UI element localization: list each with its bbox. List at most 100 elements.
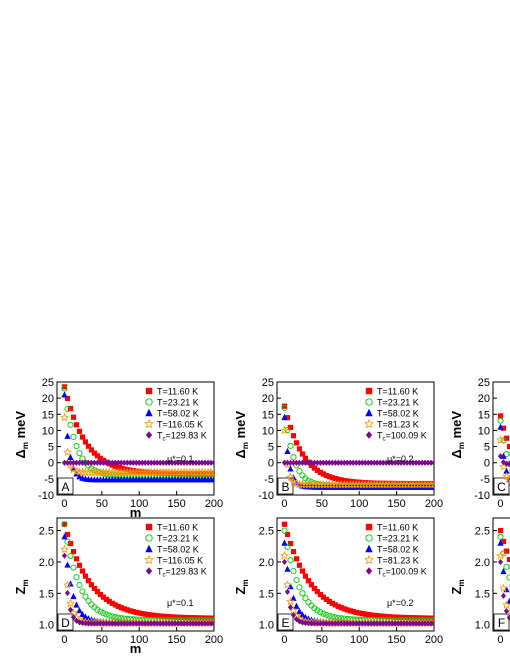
data-point xyxy=(287,459,294,466)
data-point xyxy=(302,595,309,602)
data-point xyxy=(431,620,434,627)
data-point xyxy=(208,459,214,466)
data-points xyxy=(280,521,434,627)
data-point xyxy=(85,578,91,584)
panel-letter-box xyxy=(493,613,510,631)
data-point xyxy=(281,413,288,421)
data-point xyxy=(148,459,154,466)
data-point xyxy=(497,539,504,546)
data-point xyxy=(88,459,94,466)
data-point xyxy=(79,434,86,440)
data-point xyxy=(280,551,289,560)
legend-label: T=58.02 K xyxy=(377,545,419,555)
data-point xyxy=(296,459,303,466)
legend-label: Tc=100.09 K xyxy=(377,431,427,443)
data-point xyxy=(365,620,371,627)
data-point xyxy=(73,422,80,428)
data-point xyxy=(67,580,74,587)
data-point xyxy=(97,455,103,461)
legend-label: T=23.21 K xyxy=(377,398,419,408)
data-point xyxy=(419,620,425,627)
data-point xyxy=(196,620,202,627)
data-point xyxy=(106,598,112,605)
data-point xyxy=(91,585,97,592)
y-axis-label: Zm xyxy=(449,579,466,594)
data-point xyxy=(359,459,365,466)
data-point xyxy=(166,459,172,466)
data-point xyxy=(290,459,297,466)
data-point xyxy=(332,602,338,608)
data-point xyxy=(383,459,389,466)
data-point xyxy=(136,610,142,616)
data-point xyxy=(320,471,326,477)
data-point xyxy=(281,521,288,527)
data-point xyxy=(67,453,74,461)
data-point xyxy=(63,580,72,589)
data-point xyxy=(67,540,74,547)
data-point xyxy=(175,459,181,466)
data-point xyxy=(368,459,374,466)
data-point xyxy=(112,602,118,608)
data-point xyxy=(293,459,300,466)
data-point xyxy=(335,620,341,627)
data-point xyxy=(506,556,510,563)
data-point xyxy=(70,433,77,440)
data-points xyxy=(60,521,214,627)
data-point xyxy=(199,459,205,466)
data-point xyxy=(296,607,303,615)
data-point xyxy=(502,600,510,609)
y-tick-label: 1.0 xyxy=(475,620,490,632)
data-point xyxy=(64,538,71,545)
legend-marker xyxy=(144,554,154,565)
data-point xyxy=(88,582,94,588)
data-point xyxy=(97,591,103,598)
data-point xyxy=(79,568,86,574)
data-point xyxy=(193,620,199,627)
x-tick-label: 0 xyxy=(61,634,67,646)
data-point xyxy=(371,459,377,466)
data-point xyxy=(329,475,335,481)
data-point xyxy=(284,565,291,572)
data-point xyxy=(299,619,306,626)
data-point xyxy=(428,459,434,466)
data-point xyxy=(115,459,121,466)
legend-label: T=11.60 K xyxy=(377,523,418,533)
data-point xyxy=(109,620,115,627)
data-point xyxy=(148,620,154,627)
data-point xyxy=(506,574,510,581)
data-point xyxy=(154,470,160,476)
data-point xyxy=(286,596,295,606)
data-point xyxy=(308,459,314,466)
y-tick-label: 5 xyxy=(48,442,54,454)
data-point xyxy=(79,610,86,618)
data-point xyxy=(497,417,504,424)
data-point xyxy=(386,614,392,620)
data-point xyxy=(157,459,163,466)
data-point xyxy=(416,620,422,627)
data-point xyxy=(85,459,91,466)
panel-letter: A xyxy=(61,480,69,494)
data-point xyxy=(287,442,294,449)
data-point xyxy=(284,426,291,434)
data-point xyxy=(410,459,416,466)
data-point xyxy=(350,620,356,627)
data-point xyxy=(151,470,157,476)
panel-letter: B xyxy=(281,480,289,494)
y-tick-label: 15 xyxy=(262,409,274,421)
data-point xyxy=(64,395,71,402)
data-point xyxy=(133,620,139,627)
data-point xyxy=(395,459,401,466)
data-point xyxy=(296,562,303,568)
data-point xyxy=(76,450,83,457)
data-point xyxy=(323,611,330,618)
data-point xyxy=(389,459,395,466)
data-point xyxy=(184,620,190,627)
panel-letter: C xyxy=(497,480,506,494)
data-point xyxy=(187,620,193,627)
data-point xyxy=(100,610,107,617)
data-points xyxy=(60,384,214,483)
y-axis-label: Δm meV xyxy=(233,411,250,459)
data-point xyxy=(503,460,510,467)
data-point xyxy=(362,620,368,627)
data-point xyxy=(500,538,507,545)
